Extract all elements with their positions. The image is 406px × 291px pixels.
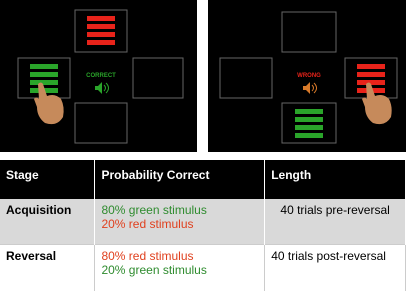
feedback-text: CORRECT [86, 73, 116, 79]
probability-line: 20% red stimulus [101, 217, 258, 231]
stage-cell: Acquisition [0, 199, 95, 245]
header-cell: Stage [0, 160, 95, 199]
length-cell: 40 trials post-reversal [265, 245, 406, 291]
panel-wrong: WRONG [208, 0, 406, 152]
stage-table: Stage Probability Correct Length Acquisi… [0, 160, 406, 291]
header-row: Stage Probability Correct Length [0, 160, 406, 199]
length-cell: 40 trials pre-reversal [265, 199, 406, 245]
page: CORRECT WRONG Stage Probability Correct … [0, 0, 406, 288]
panel-correct: CORRECT [0, 0, 197, 152]
probability-line: 20% green stimulus [101, 263, 258, 277]
task-screens: CORRECT WRONG [0, 0, 406, 160]
probability-line: 80% red stimulus [101, 249, 258, 263]
stage-cell: Reversal [0, 245, 95, 291]
header-cell: Probability Correct [95, 160, 265, 199]
header-cell: Length [265, 160, 406, 199]
probability-line: 80% green stimulus [101, 203, 258, 217]
feedback-text: WRONG [297, 73, 321, 79]
